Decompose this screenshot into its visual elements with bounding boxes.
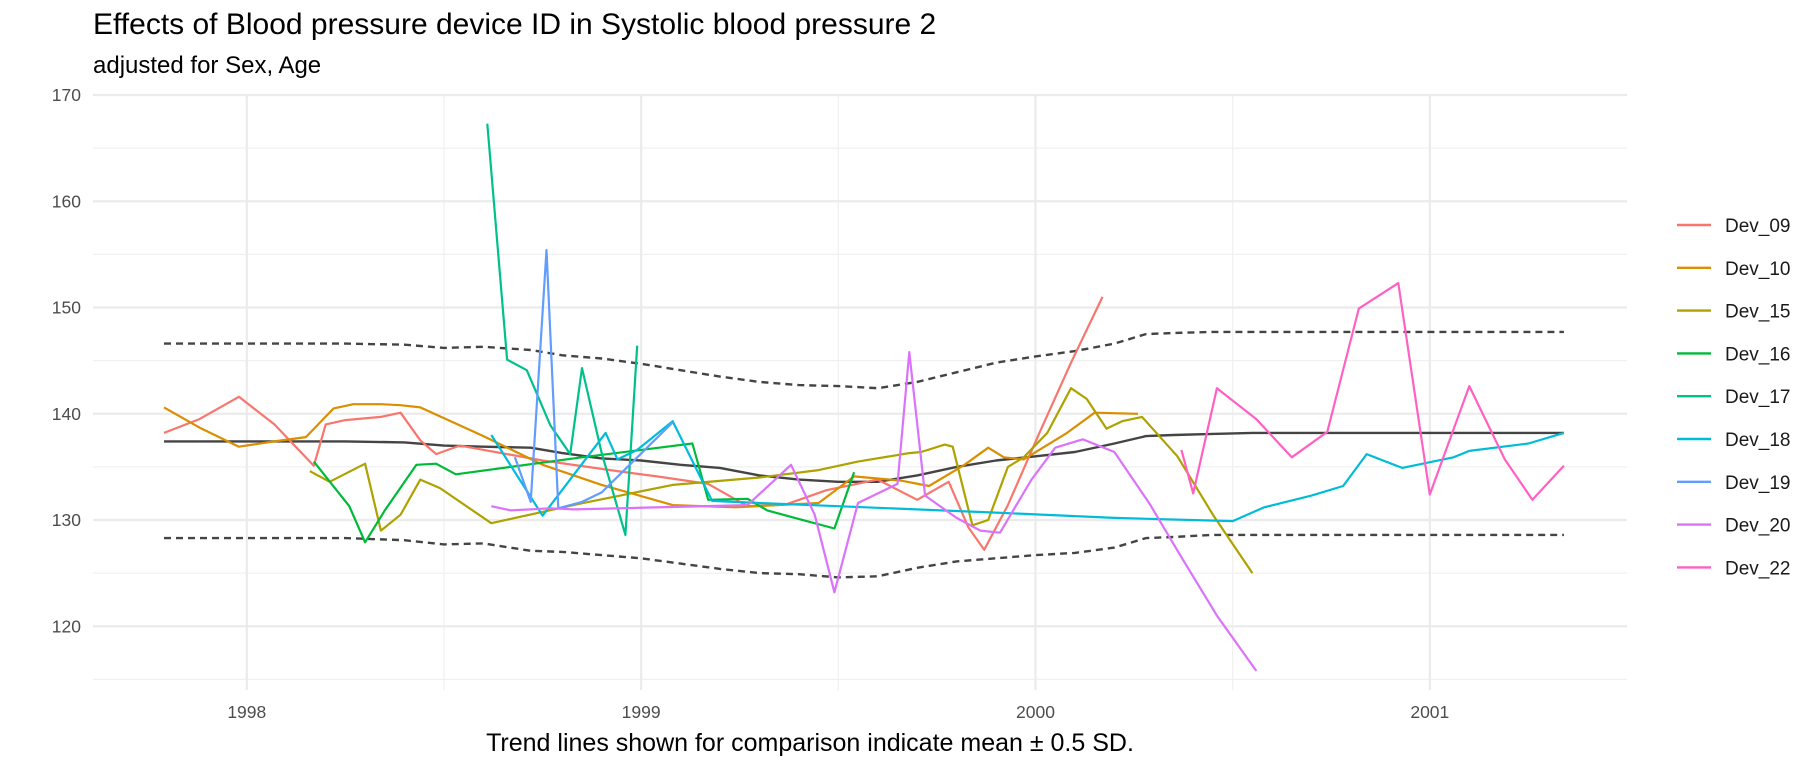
y-tick-label: 160 bbox=[52, 191, 81, 211]
series-line-dev-20 bbox=[491, 351, 1258, 672]
legend-label: Dev_19 bbox=[1725, 473, 1791, 494]
legend-label: Dev_20 bbox=[1725, 516, 1791, 537]
series-line-mean-0-5-sd bbox=[164, 330, 1564, 390]
y-tick-label: 130 bbox=[52, 510, 81, 530]
legend-label: Dev_16 bbox=[1725, 344, 1791, 365]
series-line-dev-18 bbox=[490, 420, 1565, 523]
x-tick-label: 2000 bbox=[1016, 702, 1055, 722]
series-line-dev-19 bbox=[513, 249, 674, 510]
chart-subtitle: adjusted for Sex, Age bbox=[93, 52, 322, 79]
legend: Dev_09 Dev_10 Dev_15 Dev_16 Dev_17 Dev_18 Dev_… bbox=[1677, 216, 1791, 579]
x-tick-label: 2001 bbox=[1410, 702, 1449, 722]
series-line-mean bbox=[164, 431, 1564, 483]
series-line-mean-0-5-sd bbox=[164, 533, 1564, 579]
legend-label: Dev_22 bbox=[1725, 558, 1791, 579]
series-lines bbox=[163, 123, 1565, 672]
x-tick-label: 1998 bbox=[227, 702, 266, 722]
legend-label: Dev_10 bbox=[1725, 259, 1791, 280]
chart-title: Effects of Blood pressure device ID in S… bbox=[93, 8, 937, 41]
y-tick-label: 150 bbox=[52, 298, 81, 318]
x-tick-label: 1999 bbox=[622, 702, 661, 722]
series-line-dev-15 bbox=[309, 387, 1254, 574]
grid-lines bbox=[93, 93, 1627, 690]
y-tick-label: 120 bbox=[52, 616, 81, 636]
legend-label: Dev_17 bbox=[1725, 387, 1791, 408]
axis-tick-labels: 120 130 140 150 160 170 1998 1999 2000 2001 bbox=[52, 85, 1449, 722]
series-line-dev-09 bbox=[163, 296, 1104, 551]
series-line-dev-10 bbox=[163, 403, 1139, 509]
legend-label: Dev_09 bbox=[1725, 216, 1791, 237]
legend-label: Dev_15 bbox=[1725, 302, 1791, 323]
chart-caption: Trend lines shown for comparison indicat… bbox=[486, 729, 1134, 757]
y-tick-label: 140 bbox=[52, 404, 81, 424]
y-tick-label: 170 bbox=[52, 85, 81, 105]
series-line-dev-22 bbox=[1180, 282, 1565, 501]
series-line-dev-16 bbox=[312, 442, 856, 544]
legend-label: Dev_18 bbox=[1725, 430, 1791, 451]
series-line-dev-17 bbox=[486, 123, 639, 537]
